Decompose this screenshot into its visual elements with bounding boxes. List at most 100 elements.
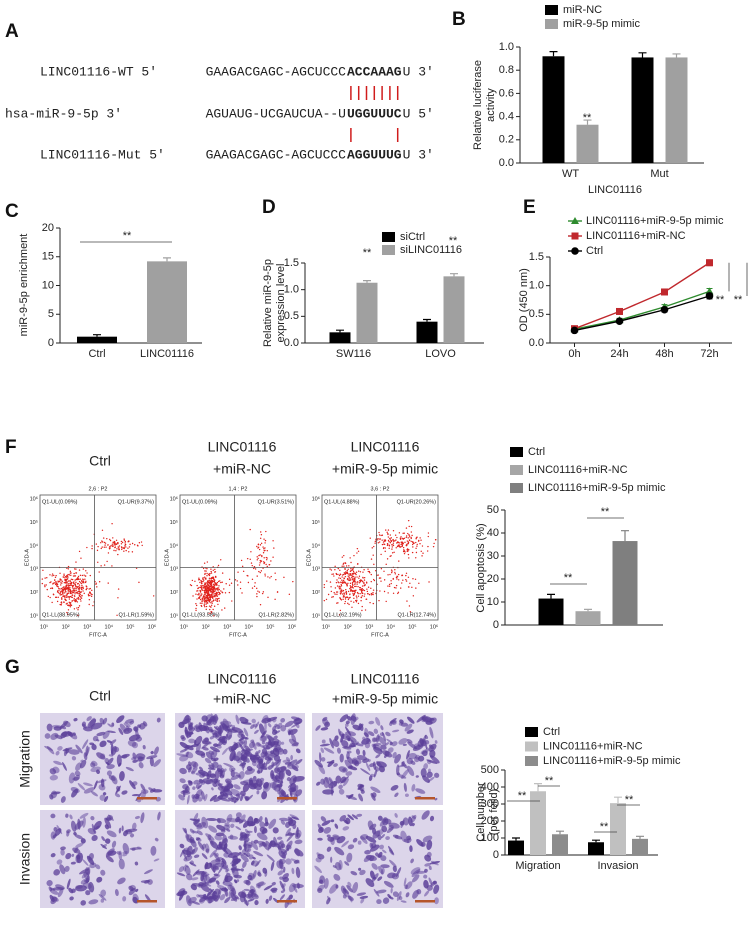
stained-cell bbox=[270, 769, 275, 780]
flow-event bbox=[388, 583, 391, 586]
stained-cell bbox=[423, 879, 429, 889]
flow-event bbox=[59, 580, 61, 583]
flow-event bbox=[389, 537, 391, 540]
flow-event bbox=[377, 574, 379, 576]
stained-cell bbox=[373, 889, 380, 897]
flow-event bbox=[258, 554, 260, 557]
flow-event bbox=[358, 575, 361, 577]
stained-cell bbox=[244, 796, 249, 800]
flow-event bbox=[209, 585, 211, 588]
marker bbox=[660, 305, 669, 314]
flow-event bbox=[265, 530, 267, 533]
flow-y-label: ECD-A bbox=[306, 549, 312, 566]
y-tick-label: 0.8 bbox=[499, 64, 514, 76]
y-axis-label: activity bbox=[485, 88, 497, 122]
flow-event bbox=[366, 588, 368, 590]
flow-event bbox=[209, 598, 212, 600]
marker bbox=[571, 247, 579, 255]
stained-cell bbox=[261, 791, 268, 800]
flow-event bbox=[211, 600, 213, 603]
flow-event bbox=[215, 584, 217, 586]
flow-event bbox=[348, 576, 350, 578]
flow-event bbox=[128, 546, 131, 548]
stained-cell bbox=[402, 743, 407, 746]
stained-cell bbox=[65, 813, 69, 818]
stained-cell bbox=[135, 888, 139, 893]
flow-event bbox=[212, 585, 214, 588]
flow-event bbox=[341, 576, 343, 578]
stained-cell bbox=[416, 870, 427, 874]
flow-event bbox=[215, 592, 217, 595]
flow-event bbox=[204, 601, 206, 603]
flow-event bbox=[54, 583, 57, 586]
flow-event bbox=[394, 534, 397, 536]
stained-cell bbox=[83, 782, 93, 787]
flow-event bbox=[363, 579, 366, 581]
flow-event bbox=[51, 601, 53, 604]
stained-cell bbox=[78, 868, 89, 875]
flow-event bbox=[355, 601, 358, 603]
flow-event bbox=[200, 594, 202, 597]
flow-event bbox=[402, 532, 404, 535]
flow-event bbox=[373, 563, 375, 566]
flow-event bbox=[69, 570, 72, 573]
stained-cell bbox=[345, 771, 353, 776]
stained-cell bbox=[295, 759, 303, 765]
stained-cell bbox=[96, 779, 107, 784]
flow-y-tick: 10¹ bbox=[30, 613, 38, 619]
flow-event bbox=[67, 582, 69, 585]
flow-event bbox=[327, 593, 330, 596]
stained-cell bbox=[190, 761, 199, 768]
flow-event bbox=[269, 577, 271, 579]
flow-event bbox=[203, 576, 206, 578]
flow-event bbox=[66, 587, 68, 590]
flow-event bbox=[270, 560, 272, 562]
flow-event bbox=[209, 587, 211, 590]
stained-cell bbox=[317, 884, 325, 892]
flow-event bbox=[198, 592, 200, 595]
stained-cell bbox=[371, 737, 377, 743]
y-tick-label: 0.0 bbox=[284, 337, 299, 349]
flow-event bbox=[357, 563, 359, 565]
stained-cell bbox=[346, 716, 352, 721]
stained-cell bbox=[243, 888, 251, 892]
x-tick-label: WT bbox=[562, 168, 579, 180]
stained-cell bbox=[338, 728, 341, 736]
flow-event bbox=[57, 580, 59, 582]
flow-event bbox=[198, 577, 200, 579]
flow-event bbox=[414, 578, 417, 581]
stained-cell bbox=[285, 769, 292, 777]
stained-cell bbox=[266, 716, 278, 722]
stained-cell bbox=[282, 759, 291, 763]
flow-event bbox=[114, 546, 117, 548]
flow-event bbox=[391, 571, 393, 574]
legend-swatch bbox=[525, 756, 538, 766]
stained-cell bbox=[191, 877, 199, 881]
flow-event bbox=[350, 568, 352, 570]
y-tick-label: 0.6 bbox=[499, 87, 514, 99]
stained-cell bbox=[179, 843, 185, 849]
stained-cell bbox=[208, 716, 214, 724]
bar bbox=[329, 332, 351, 343]
stained-cell bbox=[258, 723, 265, 735]
stained-cell bbox=[371, 842, 377, 849]
stained-cell bbox=[371, 863, 378, 870]
stained-cell bbox=[356, 892, 367, 896]
flow-event bbox=[207, 597, 209, 599]
flow-event bbox=[67, 590, 70, 592]
flow-y-tick: 10³ bbox=[30, 567, 38, 573]
stained-cell bbox=[184, 785, 190, 794]
flow-y-tick: 10² bbox=[30, 590, 38, 596]
stained-cell bbox=[323, 878, 329, 889]
flow-event bbox=[210, 606, 212, 608]
flow-event bbox=[397, 592, 399, 595]
stained-cell bbox=[285, 833, 297, 836]
flow-event bbox=[347, 568, 349, 570]
flow-event bbox=[110, 545, 112, 547]
flow-event bbox=[224, 592, 227, 594]
flow-event bbox=[59, 588, 61, 590]
stained-cell bbox=[221, 858, 227, 865]
flow-event bbox=[123, 539, 126, 541]
stained-cell bbox=[201, 843, 207, 850]
flow-event bbox=[408, 605, 411, 607]
